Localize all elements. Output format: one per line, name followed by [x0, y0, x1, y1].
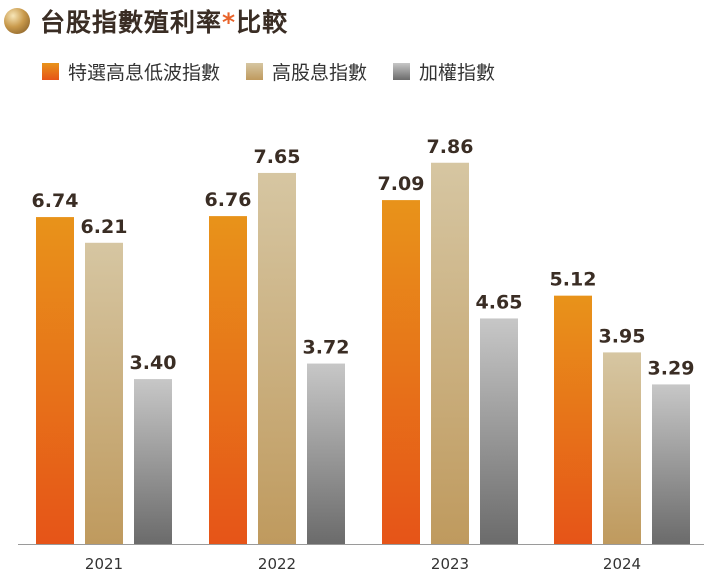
gold-bullet-icon [4, 8, 30, 34]
data-label-2021-series-2: 3.40 [130, 352, 177, 374]
bar-2022-series-0 [209, 216, 247, 544]
title-text: 台股指數殖利率*比較 [40, 3, 288, 39]
data-label-2024-series-0: 5.12 [550, 269, 597, 291]
bar-2022-series-2 [307, 363, 345, 544]
bar-2021-series-1 [85, 242, 123, 544]
legend-swatch-series-1 [246, 63, 264, 80]
bar-2023-series-2 [480, 318, 518, 544]
bar-2024-series-1 [603, 352, 641, 544]
legend-label-series-0: 特選高息低波指數 [68, 62, 221, 84]
legend-label-series-1: 高股息指數 [272, 62, 368, 84]
data-label-2022-series-1: 7.65 [254, 146, 301, 168]
bars-layer [36, 162, 690, 544]
x-tick-2022: 2022 [258, 555, 296, 573]
data-label-2022-series-2: 3.72 [303, 337, 350, 359]
title-main: 台股指數殖利率 [40, 8, 223, 37]
bar-2024-series-2 [652, 384, 690, 544]
x-tick-labels-layer: 2021 2022 2023 2024 [85, 555, 641, 573]
bar-2022-series-1 [258, 172, 296, 544]
legend-item-series-1: 高股息指數 [246, 58, 367, 85]
bar-2023-series-0 [382, 200, 420, 544]
data-label-2023-series-1: 7.86 [427, 136, 474, 158]
x-tick-2023: 2023 [431, 555, 469, 573]
legend-label-series-2: 加權指數 [419, 62, 496, 84]
title-suffix: 比較 [236, 8, 289, 37]
bar-2021-series-0 [36, 217, 74, 544]
data-label-2024-series-2: 3.29 [648, 357, 695, 379]
data-labels-layer: 6.746.21 3.40 6.767.65 3.72 7.097.86 4.65 5.12… [32, 136, 695, 380]
data-label-2024-series-1: 3.95 [599, 325, 646, 347]
title-star: * [222, 8, 237, 37]
data-label-2021-series-0: 6.74 [32, 190, 79, 212]
data-label-2023-series-2: 4.65 [476, 291, 523, 313]
bar-2023-series-1 [431, 162, 469, 544]
legend-swatch-series-2 [393, 63, 411, 80]
bar-2021-series-2 [134, 379, 172, 544]
chart-title: 台股指數殖利率*比較 [4, 4, 288, 38]
x-tick-2021: 2021 [85, 555, 123, 573]
legend-swatch-series-0 [42, 63, 59, 80]
data-label-2021-series-1: 6.21 [81, 216, 128, 238]
bar-2024-series-0 [554, 295, 592, 544]
legend-item-series-0: 特選高息低波指數 [42, 58, 220, 85]
x-tick-2024: 2024 [603, 555, 641, 573]
legend: 特選高息低波指數 高股息指數 加權指數 [42, 58, 521, 85]
data-label-2022-series-0: 6.76 [205, 189, 252, 211]
data-label-2023-series-0: 7.09 [378, 173, 425, 195]
legend-item-series-2: 加權指數 [393, 58, 495, 85]
